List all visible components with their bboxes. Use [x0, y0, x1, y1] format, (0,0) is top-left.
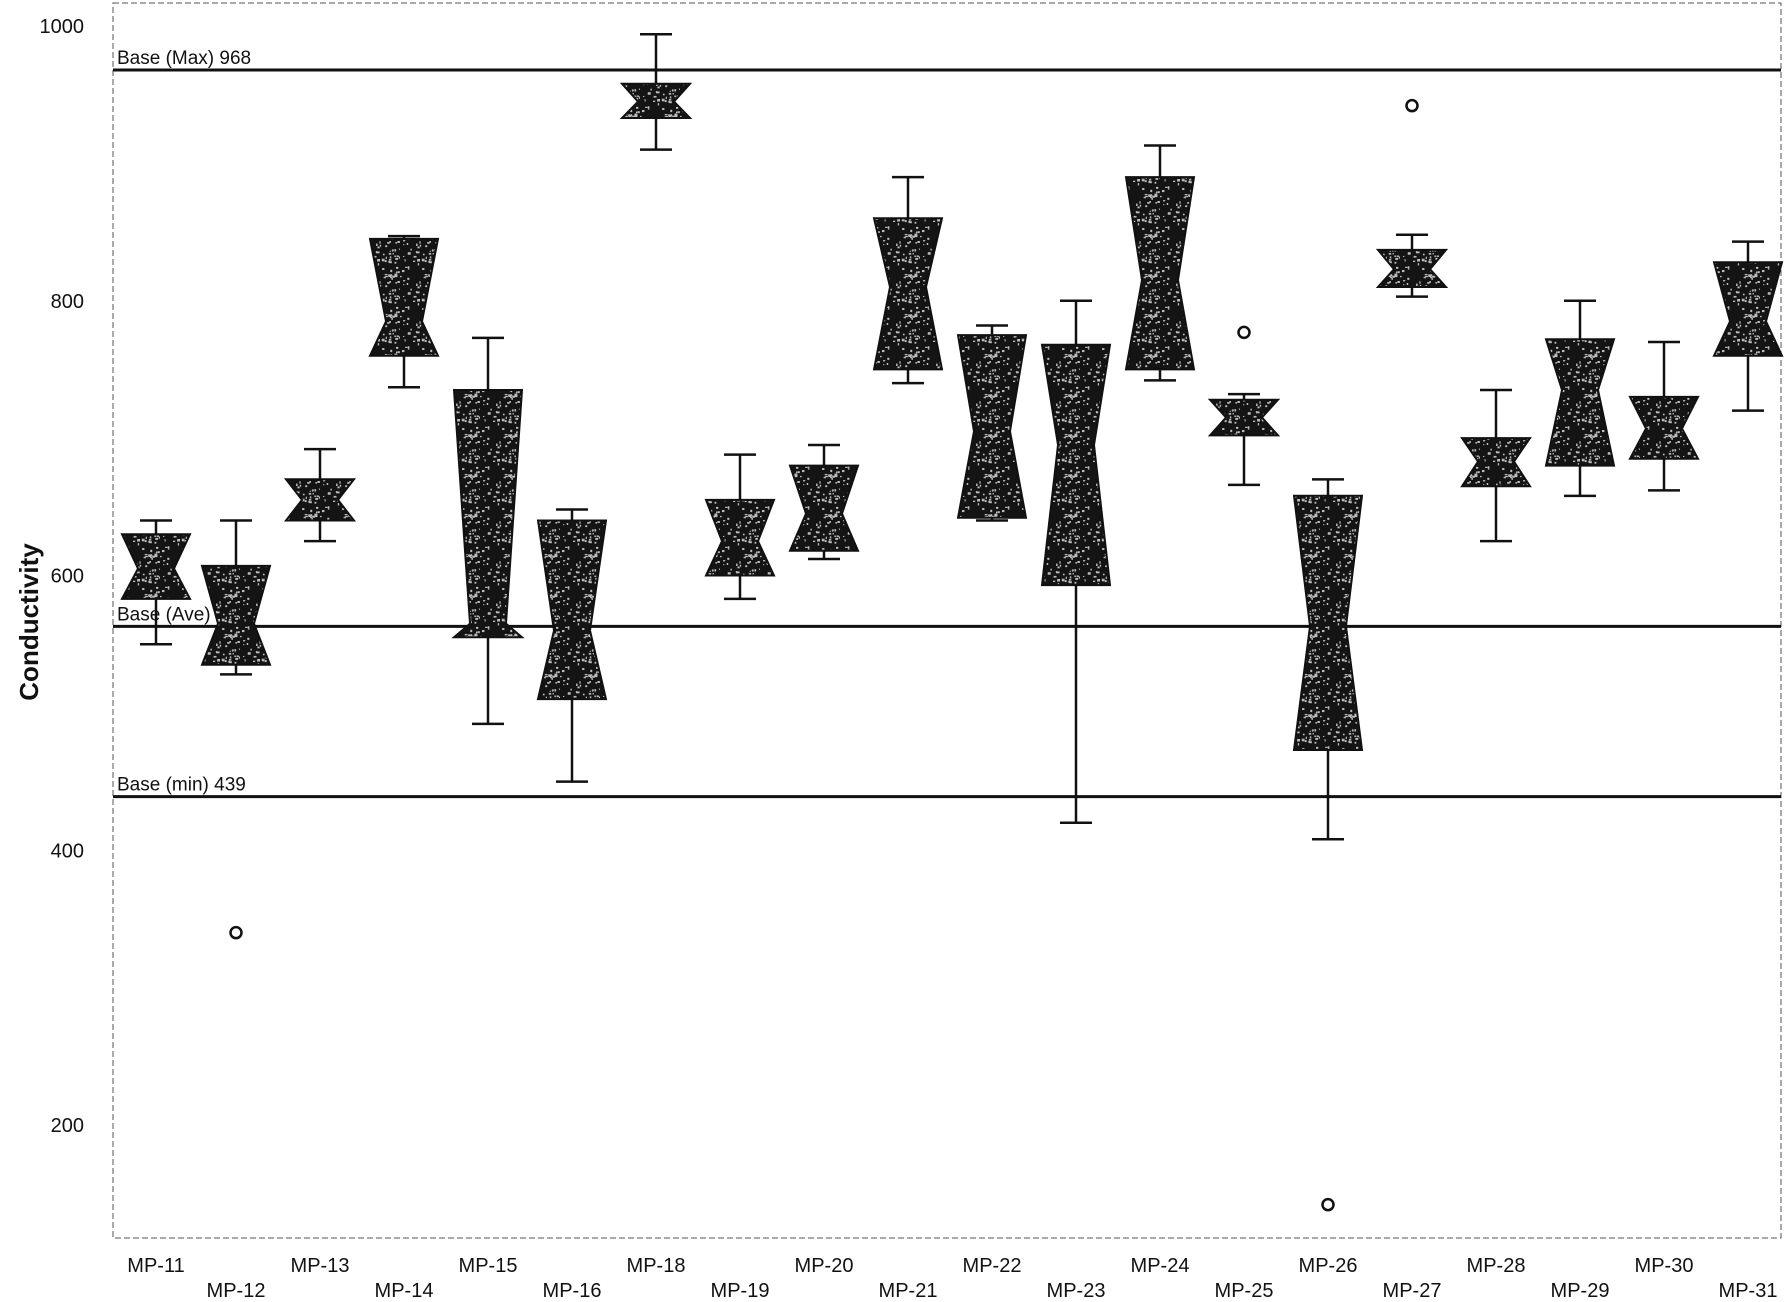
- outlier-point: [229, 925, 243, 940]
- x-category-label: MP-11: [127, 1255, 184, 1277]
- notched-box: [1544, 338, 1616, 467]
- notched-box: [704, 498, 776, 577]
- x-category-label: MP-30: [1635, 1255, 1694, 1277]
- y-axis-title: Conductivity: [14, 543, 44, 701]
- notched-box: [1207, 398, 1281, 437]
- y-tick-label: 600: [51, 566, 84, 588]
- box-mp-23: [1040, 299, 1112, 825]
- x-category-label: MP-20: [795, 1255, 854, 1277]
- x-category-label: MP-16: [543, 1280, 602, 1302]
- x-category-label: MP-21: [879, 1280, 938, 1302]
- box-mp-25: [1207, 325, 1281, 487]
- notched-box: [872, 217, 944, 371]
- x-category-label: MP-12: [207, 1280, 266, 1302]
- box-mp-24: [1124, 144, 1196, 382]
- notched-box: [1628, 395, 1700, 460]
- box-mp-13: [283, 447, 357, 543]
- x-category-label: MP-28: [1467, 1255, 1526, 1277]
- box-mp-30: [1628, 340, 1700, 492]
- box-mp-27: [1375, 98, 1449, 298]
- notched-box: [788, 464, 860, 552]
- plot-area: [112, 2, 1782, 1239]
- x-category-label: MP-24: [1131, 1255, 1190, 1277]
- x-category-label: MP-19: [711, 1280, 770, 1302]
- x-category-label: MP-18: [627, 1255, 686, 1277]
- box-mp-29: [1544, 299, 1616, 498]
- x-category-label: MP-22: [963, 1255, 1022, 1277]
- box-mp-18: [619, 32, 693, 151]
- box-mp-19: [704, 453, 776, 601]
- notched-box: [536, 519, 608, 701]
- y-tick-label: 800: [51, 291, 84, 313]
- notched-box: [1460, 437, 1532, 488]
- box-mp-31: [1712, 240, 1784, 412]
- x-category-label: MP-13: [291, 1255, 350, 1277]
- box-mp-16: [536, 508, 608, 783]
- y-axis-ticks: 200 400 600 800 1000: [40, 16, 85, 1137]
- y-tick-label: 1000: [40, 16, 85, 38]
- box-mp-20: [788, 443, 860, 561]
- x-category-label: MP-23: [1047, 1280, 1106, 1302]
- outlier-point: [1237, 325, 1251, 340]
- outlier-point: [1405, 98, 1419, 113]
- notched-box: [1040, 343, 1112, 587]
- notched-box: [283, 478, 357, 522]
- notched-box: [120, 533, 192, 600]
- box-mp-12: [200, 519, 272, 940]
- y-tick-label: 200: [51, 1115, 84, 1137]
- y-tick-label: 400: [51, 840, 84, 862]
- box-mp-21: [872, 175, 944, 385]
- x-category-label: MP-29: [1551, 1280, 1610, 1302]
- notched-box: [200, 564, 272, 666]
- x-category-label: MP-26: [1299, 1255, 1358, 1277]
- reference-line-label: Base (min) 439: [117, 775, 246, 796]
- notched-box: [1292, 494, 1364, 751]
- x-category-label: MP-15: [459, 1255, 518, 1277]
- x-axis-labels: MP-11 MP-12 MP-13 MP-14 MP-15 MP-16 MP-18 MP-19…: [127, 1255, 1777, 1302]
- notched-box: [451, 389, 525, 639]
- x-category-label: MP-25: [1215, 1280, 1274, 1302]
- box-mp-15: [451, 336, 525, 726]
- reference-line-label: Base (Max) 968: [117, 48, 251, 69]
- box-mp-26: [1292, 478, 1364, 1212]
- notched-box: [368, 237, 440, 357]
- outlier-point: [1321, 1197, 1335, 1212]
- box-mp-28: [1460, 388, 1532, 543]
- box-mp-14: [368, 234, 440, 389]
- box-mp-22: [956, 324, 1028, 522]
- notched-box: [1124, 176, 1196, 371]
- boxes: [120, 32, 1784, 1212]
- notched-box: [956, 334, 1028, 519]
- x-category-label: MP-27: [1383, 1280, 1442, 1302]
- notched-box: [1375, 248, 1449, 288]
- notched-box: [1712, 261, 1784, 357]
- x-category-label: MP-14: [375, 1280, 434, 1302]
- x-category-label: MP-31: [1719, 1280, 1778, 1302]
- box-mp-11: [120, 519, 192, 646]
- notched-box: [619, 82, 693, 119]
